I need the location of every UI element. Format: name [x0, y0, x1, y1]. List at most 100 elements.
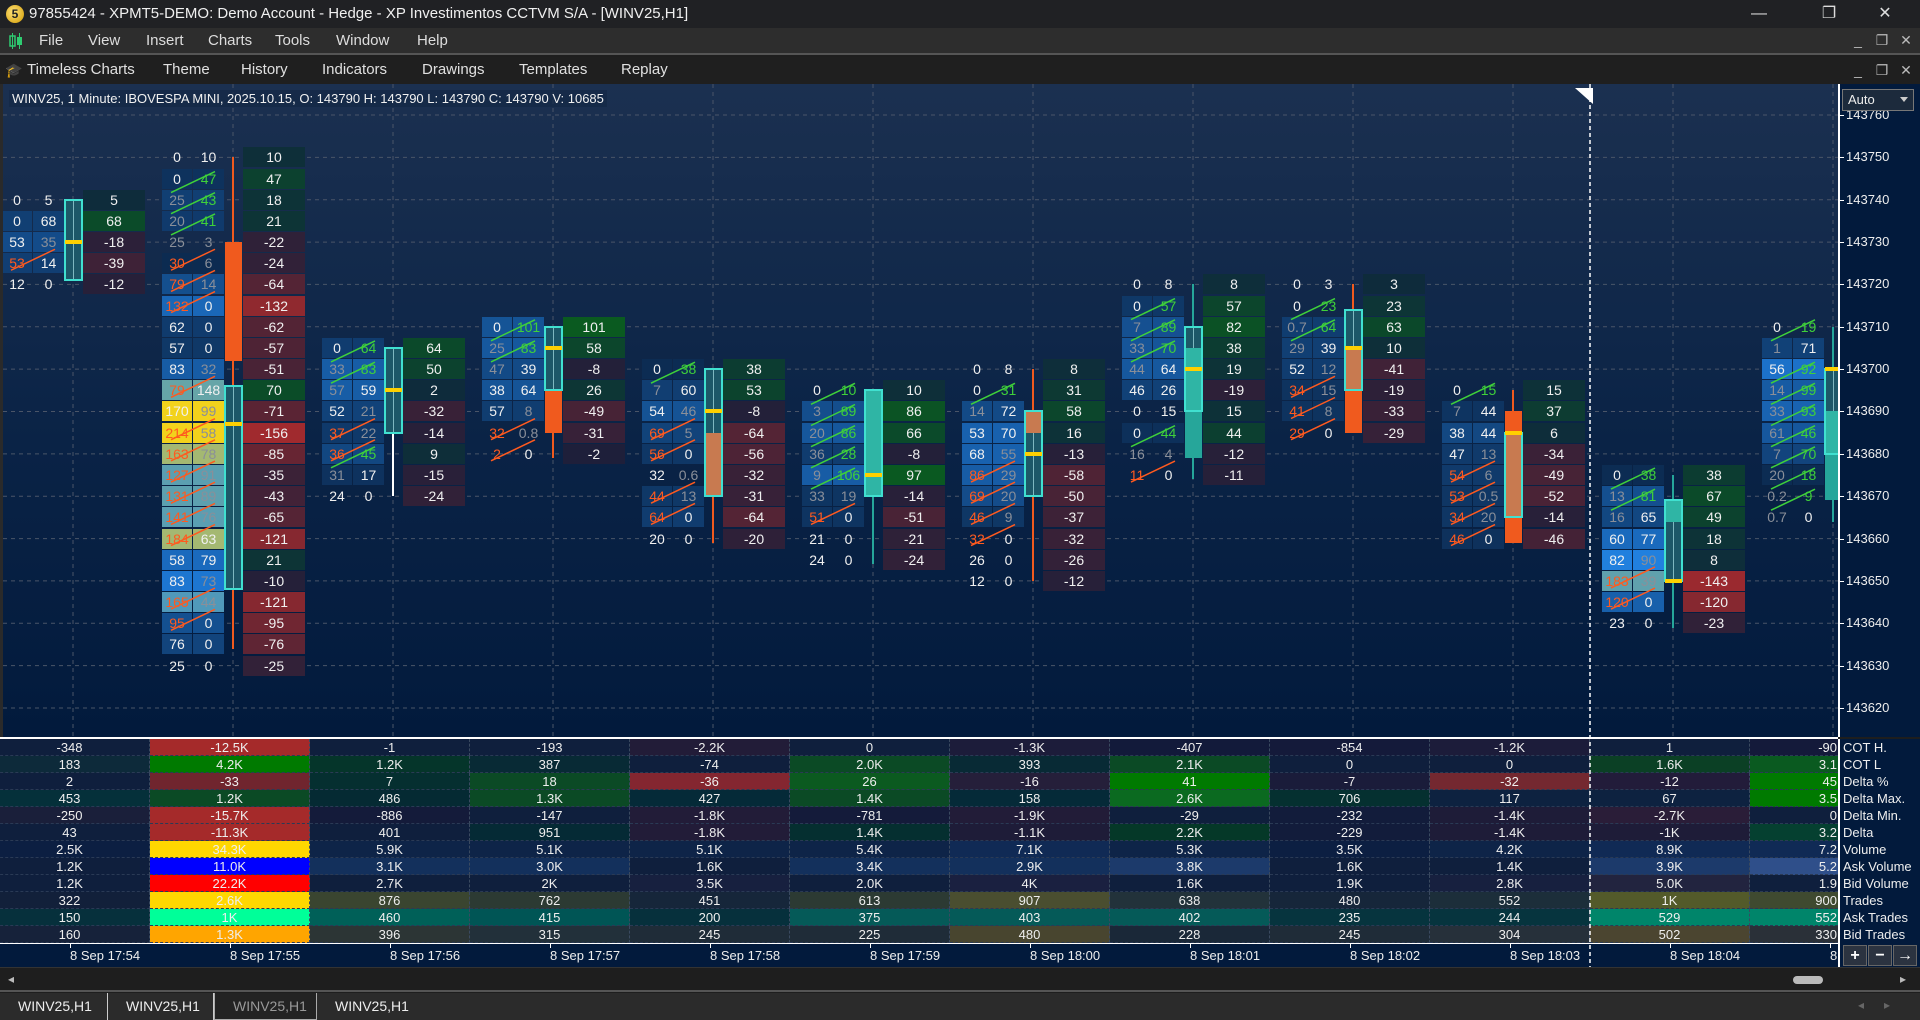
chart-tab-2[interactable]: WINV25,H1	[108, 993, 214, 1020]
horizontal-scrollbar[interactable]: ◂ ▸	[0, 967, 1920, 992]
zoom-out-button[interactable]: −	[1868, 945, 1892, 966]
bid-volume-cell: 46	[1122, 380, 1152, 401]
zoom-in-button[interactable]: +	[1843, 945, 1867, 966]
stat-cell: 1	[1590, 739, 1750, 756]
stat-cell: 3.9K	[1590, 858, 1750, 875]
delta-cell: -31	[723, 486, 785, 507]
delta-cell: -51	[883, 507, 945, 528]
stat-cell: 401	[310, 824, 470, 841]
chart-tab-4[interactable]: WINV25,H1	[335, 998, 409, 1014]
tabs-scroll-left-icon[interactable]: ◂	[1858, 998, 1865, 1012]
delta-cell: -43	[243, 486, 305, 507]
stat-cell: 387	[470, 756, 630, 773]
child-close-button[interactable]: ✕	[1900, 32, 1912, 48]
delta-cell: 21	[243, 210, 305, 231]
stat-cell: 951	[470, 824, 630, 841]
toolbar-drawings[interactable]: Drawings	[422, 61, 485, 78]
stat-cell: 2	[0, 773, 150, 790]
stat-cell: 1.4K	[790, 824, 950, 841]
stat-cell: 1.9K	[1270, 875, 1430, 892]
toolbar-indicators[interactable]: Indicators	[322, 61, 388, 78]
menu-charts[interactable]: Charts	[208, 32, 253, 49]
price-axis[interactable]: 143760 143750 143740 143730 143720 143710 1437…	[1838, 84, 1920, 737]
bid-volume-cell: 33	[802, 486, 832, 507]
scale-mode-dropdown[interactable]: Auto	[1842, 89, 1914, 111]
stat-cell: 1K	[150, 909, 310, 926]
delta-cell: 18	[1683, 528, 1745, 549]
ask-volume-cell: 0	[44, 276, 53, 293]
stat-cell: -886	[310, 807, 470, 824]
price-label: 143630	[1846, 657, 1890, 673]
delta-cell: 8	[1683, 549, 1745, 570]
chevron-down-icon	[1900, 97, 1908, 102]
bid-volume-cell: 52	[322, 401, 352, 422]
minimize-button[interactable]: —	[1751, 5, 1767, 22]
stat-cell: 876	[310, 892, 470, 909]
stat-cell: 5.9K	[310, 841, 470, 858]
stat-cell: -2.7K	[1590, 807, 1750, 824]
menu-view[interactable]: View	[88, 32, 121, 49]
ask-volume-cell: 0	[1324, 424, 1333, 441]
bid-volume-cell: 16	[1602, 507, 1632, 528]
toolbar-timeless-charts[interactable]: Timeless Charts	[27, 61, 135, 78]
menu-file[interactable]: File	[39, 32, 64, 49]
axis-buttons: + − →	[1838, 943, 1920, 967]
delta-cell: -19	[1363, 380, 1425, 401]
chart-restore-button[interactable]: ❐	[1875, 62, 1889, 78]
volume-box-outline	[864, 389, 883, 498]
toolbar-history[interactable]: History	[241, 61, 288, 78]
graduation-cap-icon: 🎓	[5, 62, 23, 78]
stat-cell: 3.5K	[1270, 841, 1430, 858]
chart-tab-3-active[interactable]: WINV25,H1	[214, 993, 317, 1020]
menu-window[interactable]: Window	[336, 32, 390, 49]
toolbar-templates[interactable]: Templates	[519, 61, 588, 78]
delta-cell: -51	[243, 359, 305, 380]
delta-cell: -62	[243, 316, 305, 337]
menu-help[interactable]: Help	[417, 32, 448, 49]
time-tick	[70, 944, 71, 948]
bid-volume-cell: 7	[1762, 443, 1792, 464]
tabs-scroll-right-icon[interactable]: ▸	[1884, 998, 1891, 1012]
footprint-chart[interactable]: WINV25, 1 Minute: IBOVESPA MINI, 2025.10…	[0, 84, 1838, 737]
close-button[interactable]: ✕	[1878, 5, 1892, 22]
scrollbar-thumb[interactable]	[1793, 976, 1823, 984]
scroll-left-arrow-icon[interactable]: ◂	[8, 972, 15, 986]
chart-close-button[interactable]: ✕	[1900, 62, 1912, 78]
volume-box-outline	[1824, 368, 1838, 455]
time-tick	[390, 944, 391, 948]
delta-cell: -18	[83, 232, 145, 253]
chart-minimize-button[interactable]: _	[1854, 62, 1862, 78]
ask-volume-cell: 101	[513, 316, 544, 337]
ask-volume-cell: 79	[193, 549, 224, 570]
child-restore-button[interactable]: ❐	[1875, 32, 1889, 48]
stat-cell: 552	[1750, 909, 1838, 926]
box-center-line	[73, 199, 74, 281]
ask-volume-cell: 0	[673, 443, 704, 464]
menu-insert[interactable]: Insert	[146, 32, 184, 49]
delta-cell: 19	[1203, 359, 1265, 380]
ask-volume-cell: 19	[1800, 318, 1817, 335]
time-axis[interactable]: 8 Sep 17:54 8 Sep 17:55 8 Sep 17:56 8 Sep 1…	[0, 943, 1838, 967]
delta-cell: -15	[403, 465, 465, 486]
toolbar-replay[interactable]: Replay	[621, 61, 668, 78]
scroll-right-arrow-icon[interactable]: ▸	[1900, 972, 1907, 986]
stat-row-label: Delta	[1843, 825, 1874, 840]
ask-volume-cell: 72	[993, 401, 1024, 422]
scroll-to-end-button[interactable]: →	[1893, 945, 1917, 966]
stat-cell: 2.1K	[1110, 756, 1270, 773]
bid-volume-cell: 0	[973, 382, 981, 399]
delta-cell: -57	[243, 337, 305, 358]
child-minimize-button[interactable]: _	[1854, 32, 1862, 48]
time-label: 8 Sep 18:00	[1030, 948, 1101, 963]
ask-volume-cell: 0	[1644, 615, 1653, 632]
panel-divider[interactable]	[0, 737, 1838, 739]
ask-volume-cell: 8	[1004, 361, 1013, 378]
toolbar-theme[interactable]: Theme	[163, 61, 210, 78]
stat-cell: 1.4K	[790, 790, 950, 807]
menu-tools[interactable]: Tools	[275, 32, 311, 49]
ask-volume-cell: 0	[193, 316, 224, 337]
stat-cell: 18	[470, 773, 630, 790]
chart-tab-1[interactable]: WINV25,H1	[0, 993, 108, 1020]
restore-button[interactable]: ❐	[1821, 5, 1837, 22]
ask-volume-cell: 20	[1473, 507, 1504, 528]
